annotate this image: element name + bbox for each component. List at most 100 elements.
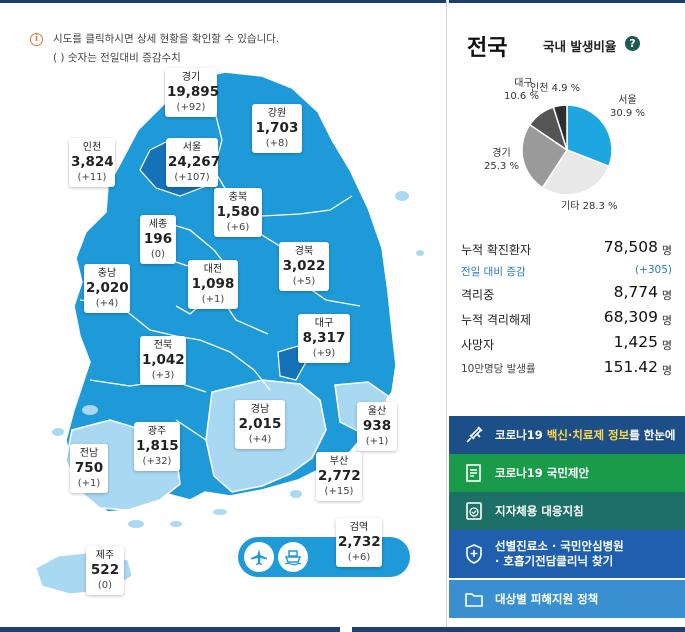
region-name: 광주 bbox=[147, 426, 167, 437]
hospital-label-line-1: 선별진료소 · 국민안심병원 bbox=[495, 539, 624, 553]
vaccine-label-post: 를 한눈에 bbox=[629, 427, 676, 442]
region-name: 강원 bbox=[267, 108, 287, 119]
region-daejeon[interactable]: 대전 1,098 (+1) bbox=[188, 260, 238, 309]
notice-line-1: 시도를 클릭하시면 상세 현황을 확인할 수 있습니다. bbox=[53, 33, 280, 45]
stat-deaths: 사망자 1,425 명 bbox=[461, 332, 672, 357]
local-guide-button[interactable]: 지자체용 대응지침 bbox=[449, 492, 685, 530]
stat-label: 누적 격리해제 bbox=[461, 313, 532, 327]
region-daegu[interactable]: 대구 8,317 (+9) bbox=[298, 314, 350, 363]
pie-label-value: 10.6 % bbox=[504, 91, 539, 102]
region-jeonnam[interactable]: 전남 750 (+1) bbox=[70, 444, 108, 493]
region-sejong[interactable]: 세종 196 (0) bbox=[140, 215, 176, 264]
stat-isolated: 격리중 8,774 명 bbox=[461, 282, 672, 307]
region-jeonbuk[interactable]: 전북 1,042 (+3) bbox=[140, 336, 186, 385]
region-count: 1,815 bbox=[136, 438, 179, 454]
region-ulsan[interactable]: 울산 938 (+1) bbox=[357, 402, 397, 451]
region-delta: (0) bbox=[97, 580, 113, 591]
region-chungbuk[interactable]: 충북 1,580 (+6) bbox=[214, 188, 262, 237]
panel-divider bbox=[446, 0, 449, 632]
stat-confirmed: 누적 확진환자 78,508 명 bbox=[461, 237, 672, 262]
pie-label-gyeonggi: 경기 25.3 % bbox=[484, 147, 519, 173]
region-delta: (+8) bbox=[265, 138, 289, 149]
region-name: 경북 bbox=[294, 246, 314, 257]
region-name: 서울 bbox=[182, 142, 202, 153]
region-gyeongbuk[interactable]: 경북 3,022 (+5) bbox=[279, 242, 329, 291]
proposal-label: 코로나19 국민제안 bbox=[495, 465, 590, 480]
region-name: 세종 bbox=[148, 219, 168, 230]
vaccine-info-label: 코로나19 백신·치료제 정보를 한눈에 bbox=[495, 428, 676, 443]
region-name: 대전 bbox=[203, 264, 223, 275]
region-jeju[interactable]: 제주 522 (0) bbox=[86, 546, 124, 595]
region-delta: (+92) bbox=[176, 102, 206, 113]
memo-icon bbox=[466, 464, 481, 482]
ship-icon bbox=[284, 550, 302, 566]
region-quarantine[interactable]: 검역 2,732 (+6) bbox=[336, 518, 382, 567]
airport-button[interactable] bbox=[244, 542, 274, 572]
stat-value: 78,508 bbox=[603, 238, 658, 256]
region-name: 경남 bbox=[250, 404, 270, 415]
stat-value: 1,425 bbox=[613, 333, 658, 351]
region-count: 2,772 bbox=[318, 468, 361, 484]
region-delta: (+11) bbox=[77, 172, 107, 183]
support-policy-button[interactable]: 대상별 피해지원 정책 bbox=[449, 580, 685, 618]
proposal-button[interactable]: 코로나19 국민제안 bbox=[449, 454, 685, 492]
port-button[interactable] bbox=[278, 542, 308, 572]
bottom-border-right bbox=[352, 627, 685, 632]
region-gwangju[interactable]: 광주 1,815 (+32) bbox=[134, 422, 180, 471]
pie-label-daegu: 대구 10.6 % bbox=[504, 77, 539, 103]
stat-label: 전일 대비 증감 bbox=[461, 266, 526, 278]
vaccine-label-highlight: 백신·치료제 정보 bbox=[546, 427, 630, 442]
region-name: 인천 bbox=[82, 142, 102, 153]
stat-value: 68,309 bbox=[603, 308, 658, 326]
stat-unit: 명 bbox=[661, 244, 672, 257]
help-icon[interactable]: ? bbox=[625, 36, 640, 51]
stat-rate: 10만명당 발생률 151.42 명 bbox=[461, 357, 672, 382]
pie-label-incheon: 인천 4.9 % bbox=[530, 82, 580, 95]
stat-unit: 명 bbox=[661, 314, 672, 327]
region-delta: (+3) bbox=[151, 370, 175, 381]
region-delta: (+4) bbox=[248, 434, 272, 445]
region-name: 대구 bbox=[314, 318, 334, 329]
region-incheon[interactable]: 인천 3,824 (+11) bbox=[69, 138, 115, 187]
pie-label-value: 30.9 % bbox=[610, 108, 645, 119]
region-count: 8,317 bbox=[302, 330, 346, 346]
pie-slice-0 bbox=[566, 104, 613, 168]
panel-title: 전국 bbox=[467, 36, 508, 61]
pie-label-name: 기타 bbox=[561, 201, 580, 212]
region-gyeongnam[interactable]: 경남 2,015 (+4) bbox=[235, 400, 285, 449]
stat-unit: 명 bbox=[661, 339, 672, 352]
region-delta: (+1) bbox=[77, 478, 101, 489]
stat-unit: 명 bbox=[661, 364, 672, 377]
region-name: 전남 bbox=[79, 448, 99, 459]
region-delta: (+4) bbox=[95, 298, 119, 309]
stat-value: 8,774 bbox=[613, 283, 658, 301]
pie-label-name: 대구 bbox=[514, 78, 533, 89]
region-count: 2,020 bbox=[86, 280, 129, 296]
region-busan[interactable]: 부산 2,772 (+15) bbox=[316, 452, 362, 501]
region-count: 1,098 bbox=[191, 276, 235, 292]
info-icon: i bbox=[30, 33, 43, 46]
pie-slice-2 bbox=[521, 123, 569, 189]
region-delta: (+6) bbox=[347, 552, 371, 563]
region-count: 1,580 bbox=[216, 204, 260, 220]
region-count: 750 bbox=[74, 460, 104, 476]
vaccine-info-button[interactable]: 코로나19 백신·치료제 정보를 한눈에 bbox=[449, 416, 685, 454]
region-count: 522 bbox=[90, 562, 120, 578]
region-delta: (+1) bbox=[365, 436, 389, 447]
region-count: 938 bbox=[362, 418, 392, 434]
region-delta: (+9) bbox=[312, 348, 336, 359]
region-name: 전북 bbox=[153, 340, 173, 351]
region-chungnam[interactable]: 충남 2,020 (+4) bbox=[84, 264, 130, 313]
support-policy-label: 대상별 피해지원 정책 bbox=[495, 591, 599, 606]
region-gyeonggi[interactable]: 경기 19,895 (+92) bbox=[165, 68, 219, 117]
stat-released: 누적 격리해제 68,309 명 bbox=[461, 307, 672, 332]
pie-label-name: 경기 bbox=[492, 148, 511, 159]
stat-value: (+305) bbox=[634, 264, 672, 276]
region-name: 검역 bbox=[349, 522, 369, 533]
region-count: 1,703 bbox=[255, 120, 299, 136]
document-check-icon bbox=[466, 502, 482, 520]
region-gangwon[interactable]: 강원 1,703 (+8) bbox=[252, 104, 302, 153]
shield-plus-icon bbox=[466, 544, 482, 564]
hospital-finder-button[interactable]: 선별진료소 · 국민안심병원 · 호흡기전담클리닉 찾기 bbox=[449, 530, 685, 578]
region-seoul[interactable]: 서울 24,267 (+107) bbox=[166, 138, 220, 187]
